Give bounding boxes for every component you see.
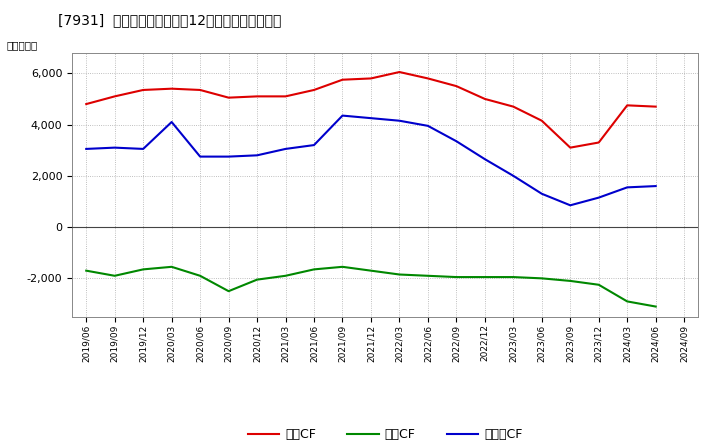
投資CF (537, 276, 546, 281)
投資CF (623, 299, 631, 304)
投資CF (110, 273, 119, 279)
営業CF (366, 76, 375, 81)
投資CF (338, 264, 347, 269)
フリーCF (566, 203, 575, 208)
フリーCF (110, 145, 119, 150)
フリーCF (595, 195, 603, 200)
フリーCF (196, 154, 204, 159)
投資CF (566, 278, 575, 283)
フリーCF (480, 157, 489, 162)
投資CF (310, 267, 318, 272)
営業CF (225, 95, 233, 100)
営業CF (452, 84, 461, 89)
投資CF (82, 268, 91, 273)
営業CF (310, 87, 318, 92)
投資CF (225, 289, 233, 294)
フリーCF (509, 173, 518, 179)
営業CF (395, 70, 404, 75)
フリーCF (139, 146, 148, 151)
フリーCF (452, 139, 461, 144)
営業CF (509, 104, 518, 109)
フリーCF (366, 116, 375, 121)
フリーCF (423, 123, 432, 128)
投資CF (423, 273, 432, 279)
営業CF (139, 87, 148, 92)
投資CF (395, 272, 404, 277)
営業CF (253, 94, 261, 99)
フリーCF (82, 146, 91, 151)
営業CF (167, 86, 176, 92)
投資CF (139, 267, 148, 272)
フリーCF (652, 183, 660, 189)
営業CF (566, 145, 575, 150)
投資CF (366, 268, 375, 273)
Line: フリーCF: フリーCF (86, 116, 656, 205)
Line: 投資CF: 投資CF (86, 267, 656, 307)
投資CF (509, 275, 518, 280)
Legend: 営業CF, 投資CF, フリーCF: 営業CF, 投資CF, フリーCF (243, 423, 528, 440)
投資CF (167, 264, 176, 269)
営業CF (623, 103, 631, 108)
投資CF (595, 282, 603, 287)
営業CF (423, 76, 432, 81)
フリーCF (537, 191, 546, 196)
フリーCF (225, 154, 233, 159)
投資CF (282, 273, 290, 279)
投資CF (452, 275, 461, 280)
フリーCF (253, 153, 261, 158)
フリーCF (282, 146, 290, 151)
投資CF (253, 277, 261, 282)
Text: [7931]  キャッシュフローの12か月移動合計の推移: [7931] キャッシュフローの12か月移動合計の推移 (58, 13, 281, 27)
フリーCF (623, 185, 631, 190)
営業CF (537, 118, 546, 123)
営業CF (595, 140, 603, 145)
営業CF (652, 104, 660, 109)
営業CF (338, 77, 347, 82)
フリーCF (395, 118, 404, 123)
投資CF (652, 304, 660, 309)
フリーCF (338, 113, 347, 118)
営業CF (480, 96, 489, 102)
営業CF (110, 94, 119, 99)
営業CF (282, 94, 290, 99)
Line: 営業CF: 営業CF (86, 72, 656, 148)
フリーCF (167, 119, 176, 125)
投資CF (480, 275, 489, 280)
投資CF (196, 273, 204, 279)
営業CF (196, 87, 204, 92)
営業CF (82, 102, 91, 107)
Text: （百万円）: （百万円） (6, 40, 37, 50)
フリーCF (310, 143, 318, 148)
